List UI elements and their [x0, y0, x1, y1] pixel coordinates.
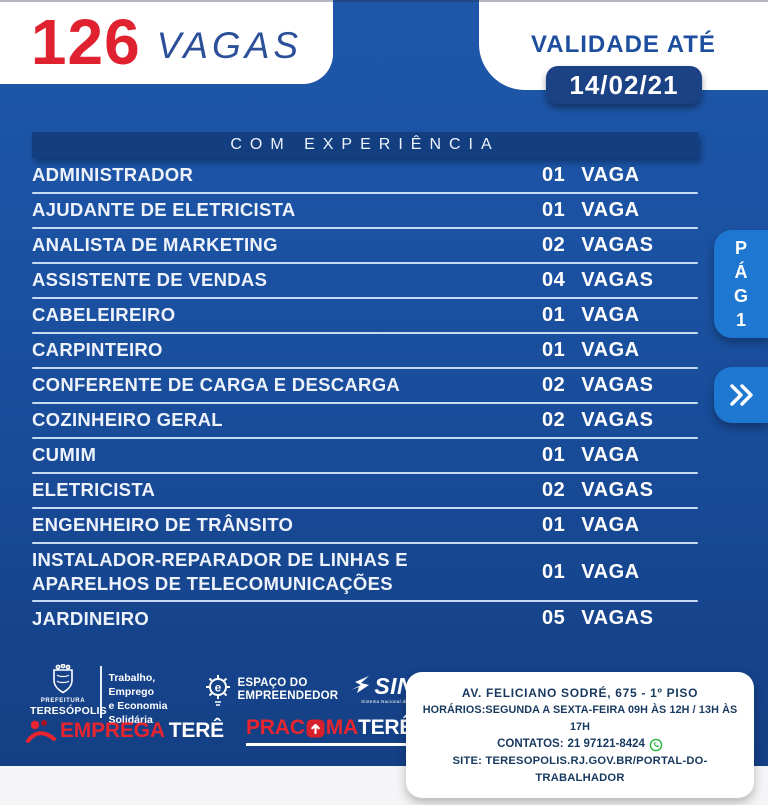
table-row: ELETRICISTA 02 VAGAS	[32, 474, 698, 507]
site-line: SITE: TERESOPOLIS.RJ.GOV.BR/PORTAL-DO-TR…	[452, 755, 708, 784]
validity-label: VALIDADE ATÉ	[531, 31, 716, 58]
whatsapp-icon	[649, 738, 663, 752]
page-label-letter: G	[733, 286, 748, 306]
job-title: ASSISTENTE DE VENDAS	[32, 269, 268, 291]
job-title: JARDINEIRO	[32, 607, 150, 629]
prac-text: PRAC	[246, 716, 305, 739]
job-title: CONFERENTE DE CARGA E DESCARGA	[32, 374, 401, 396]
table-row: ANALISTA DE MARKETING 02 VAGAS	[32, 229, 698, 262]
job-vacancy-count: 01 VAGA	[542, 339, 640, 361]
arrow-up-icon	[306, 719, 325, 738]
job-title: CARPINTEIRO	[32, 339, 163, 361]
row-divider	[32, 297, 698, 299]
job-title: COZINHEIRO GERAL	[32, 409, 223, 431]
emprega-text: EMPREGA	[60, 719, 165, 742]
job-list-section: COM EXPERIÊNCIA ADMINISTRADOR 01 VAGA AJ…	[32, 132, 698, 635]
job-vacancy-count: 02 VAGAS	[542, 234, 654, 256]
espaco-empreendedor-logo: e ESPAÇO DO EMPREENDEDOR	[203, 664, 339, 707]
contacts-line: CONTATOS: 21 97121-8424	[412, 736, 748, 753]
gear-icon: e	[203, 673, 233, 707]
job-vacancy-count: 05 VAGAS	[542, 607, 654, 630]
hours-line: HORÁRIOS:SEGUNDA A SEXTA-FEIRA 09H ÀS 12…	[422, 704, 738, 733]
page-label-letter: P	[734, 238, 747, 258]
job-vacancy-count: 04 VAGAS	[542, 269, 654, 291]
tere-text: TERÊ	[357, 716, 414, 739]
row-divider	[32, 472, 698, 474]
phone-number: 21 97121-8424	[567, 738, 645, 750]
next-page-button[interactable]	[714, 367, 768, 423]
job-title: AJUDANTE DE ELETRICISTA	[32, 199, 296, 221]
empregatere-logo: EMPREGA TERÊ	[26, 718, 224, 744]
job-title: CABELEIREIRO	[32, 304, 176, 326]
table-row: COZINHEIRO GERAL 02 VAGAS	[32, 404, 698, 437]
section-title: COM EXPERIÊNCIA	[230, 136, 500, 153]
job-vacancy-count: 01 VAGA	[542, 304, 640, 326]
job-vacancy-count: 01 VAGA	[542, 514, 640, 536]
row-divider	[32, 367, 698, 369]
row-divider	[32, 507, 698, 509]
row-divider	[32, 437, 698, 439]
footer-logos-row-2: EMPREGA TERÊ PRAC MA TERÊ	[26, 716, 413, 746]
sine-s-icon	[348, 674, 372, 698]
table-row: AJUDANTE DE ELETRICISTA 01 VAGA	[32, 194, 698, 227]
job-title: ENGENHEIRO DE TRÂNSITO	[32, 514, 294, 536]
job-vacancy-count: 01 VAGA	[542, 199, 640, 221]
job-list: ADMINISTRADOR 01 VAGA AJUDANTE DE ELETRI…	[32, 159, 698, 635]
job-vacancy-count: 01 VAGA	[542, 444, 640, 466]
table-row: CARPINTEIRO 01 VAGA	[32, 334, 698, 367]
job-vacancy-count: 02 VAGAS	[542, 479, 654, 501]
prefeitura-city: TERESÓPOLIS	[30, 705, 107, 717]
job-title: CUMIM	[32, 444, 97, 466]
table-row: CUMIM 01 VAGA	[32, 439, 698, 472]
vacancies-label: VAGAS	[156, 25, 303, 66]
address-line: AV. FELICIANO SODRÉ, 675 - 1º PISO	[461, 686, 699, 700]
table-row: ASSISTENTE DE VENDAS 04 VAGAS	[32, 264, 698, 297]
vacancies-count: 126	[30, 6, 141, 78]
table-row: CABELEIREIRO 01 VAGA	[32, 299, 698, 332]
page-label-letter: Á	[734, 262, 748, 282]
job-title: ADMINISTRADOR	[32, 164, 194, 186]
vacancies-banner: 126 VAGAS	[0, 0, 333, 84]
sine-subtitle: Sistema Nacional de Emprego	[361, 699, 430, 704]
pracimatere-logo: PRAC MA TERÊ	[246, 716, 413, 746]
coat-of-arms-icon	[30, 664, 96, 698]
row-divider	[32, 262, 698, 264]
row-divider	[32, 192, 698, 194]
row-divider	[32, 600, 698, 603]
row-divider	[32, 542, 698, 544]
chevron-double-right-icon	[726, 382, 756, 408]
footer-divider	[100, 666, 102, 718]
section-title-bar: COM EXPERIÊNCIA	[32, 132, 698, 158]
job-vacancy-count: 02 VAGAS	[542, 409, 654, 431]
espaco-empreendedor-label: ESPAÇO DO EMPREENDEDOR	[237, 677, 339, 702]
contact-info-box: AV. FELICIANO SODRÉ, 675 - 1º PISO HORÁR…	[406, 672, 754, 798]
prefeitura-logo: PREFEITURA TERESÓPOLIS	[30, 664, 107, 717]
row-divider	[32, 402, 698, 404]
row-divider	[32, 227, 698, 229]
job-title: INSTALADOR-REPARADOR DE LINHAS E APARELH…	[32, 549, 408, 595]
table-row: ENGENHEIRO DE TRÂNSITO 01 VAGA	[32, 509, 698, 542]
person-icon	[26, 718, 56, 744]
prefeitura-label: PREFEITURA	[40, 698, 86, 704]
job-vacancy-count: 01 VAGA	[542, 164, 640, 186]
site-url: TERESOPOLIS.RJ.GOV.BR/PORTAL-DO-TRABALHA…	[485, 755, 708, 784]
table-row: JARDINEIRO 05 VAGAS	[32, 602, 698, 635]
job-vacancy-count: 02 VAGAS	[542, 374, 654, 396]
job-title: ELETRICISTA	[32, 479, 156, 501]
page-indicator-tab[interactable]: P Á G 1	[714, 230, 768, 338]
job-title: ANALISTA DE MARKETING	[32, 234, 278, 256]
svg-text:e: e	[214, 681, 221, 695]
table-row: CONFERENTE DE CARGA E DESCARGA 02 VAGAS	[32, 369, 698, 402]
job-vacancy-count: 01 VAGA	[542, 560, 640, 583]
table-row: ADMINISTRADOR 01 VAGA	[32, 159, 698, 192]
tere-text: TERÊ	[168, 719, 224, 742]
ma-text: MA	[325, 716, 358, 739]
validity-date-badge: 14/02/21	[546, 66, 702, 104]
page-number: 1	[735, 310, 746, 330]
row-divider	[32, 332, 698, 334]
table-row: INSTALADOR-REPARADOR DE LINHAS E APARELH…	[32, 544, 698, 600]
department-label: Trabalho, Emprego e Economia Solidária	[108, 672, 168, 726]
